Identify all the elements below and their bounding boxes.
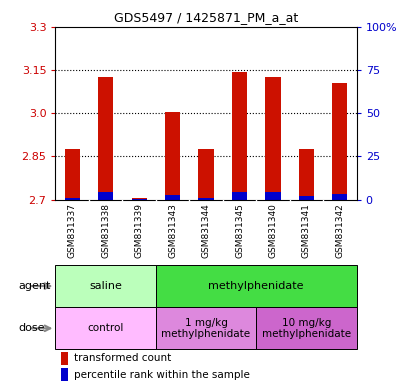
Bar [55,307,155,349]
Text: GSM831339: GSM831339 [134,203,143,258]
Bar [298,196,313,200]
Bar [198,149,213,200]
Bar [155,265,356,307]
Bar [64,149,79,200]
Bar [131,198,146,200]
Text: GSM831345: GSM831345 [234,203,243,258]
Text: GSM831343: GSM831343 [168,203,177,258]
Bar [256,307,356,349]
Text: agent: agent [18,281,51,291]
Text: transformed count: transformed count [74,353,171,363]
Text: dose: dose [18,323,45,333]
Bar [98,192,113,200]
Text: GSM831338: GSM831338 [101,203,110,258]
Bar [164,195,180,200]
Bar [155,307,256,349]
Bar [265,192,280,200]
Text: 10 mg/kg
methylphenidate: 10 mg/kg methylphenidate [261,318,350,339]
Text: GSM831342: GSM831342 [335,203,344,258]
Text: control: control [87,323,124,333]
Text: 1 mg/kg
methylphenidate: 1 mg/kg methylphenidate [161,318,250,339]
Bar [61,352,67,365]
Text: GSM831341: GSM831341 [301,203,310,258]
Bar [131,199,146,200]
Bar [265,77,280,200]
Bar [332,83,347,200]
Bar [64,198,79,200]
Text: GSM831337: GSM831337 [67,203,76,258]
Bar [98,77,113,200]
Text: saline: saline [89,281,122,291]
Text: methylphenidate: methylphenidate [208,281,303,291]
Bar [298,149,313,200]
Title: GDS5497 / 1425871_PM_a_at: GDS5497 / 1425871_PM_a_at [114,11,297,24]
Bar [231,71,247,200]
Bar [61,368,67,381]
Text: GSM831340: GSM831340 [268,203,277,258]
Bar [231,192,247,200]
Text: GSM831344: GSM831344 [201,203,210,258]
Bar [164,112,180,200]
Bar [55,265,155,307]
Bar [332,195,347,200]
Bar [198,198,213,200]
Text: percentile rank within the sample: percentile rank within the sample [74,370,249,380]
